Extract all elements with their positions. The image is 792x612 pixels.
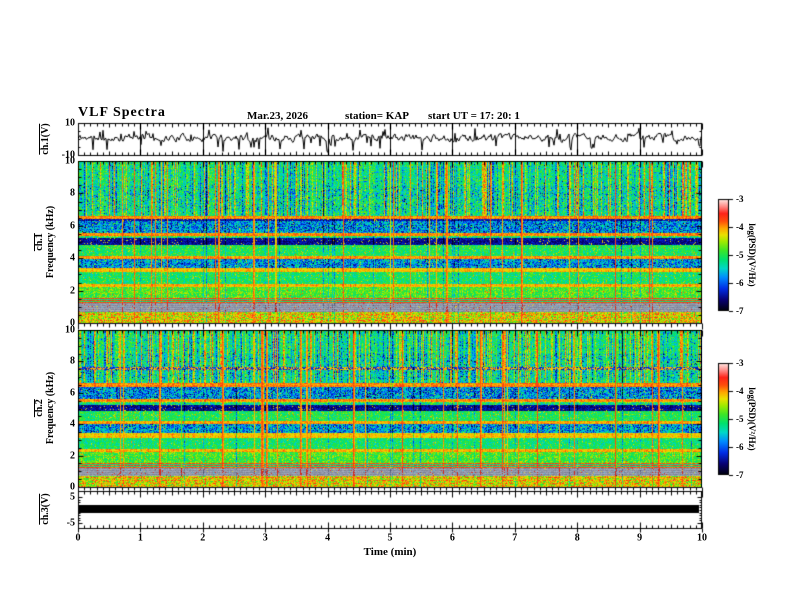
colorbar2-unit-label: log(PSD)(V²/Hz) <box>747 387 757 451</box>
colorbar-tick-label: -7 <box>736 306 744 316</box>
colorbar-tick-label: -5 <box>736 414 744 424</box>
ch2-freq-tick-label: 8 <box>70 355 75 367</box>
colorbar-tick-label: -6 <box>736 278 744 288</box>
ch3-volt-tick-label: -5 <box>66 517 75 529</box>
ch2-freq-tick-label: 4 <box>70 418 75 430</box>
ch1-volt-tick-label: -10 <box>61 149 75 161</box>
ch2-freq-tick-label: 2 <box>70 450 75 462</box>
time-axis-label: Time (min) <box>363 546 417 558</box>
colorbar-tick-label: -5 <box>736 250 744 260</box>
time-tick-label: 5 <box>387 532 393 544</box>
colorbar-tick-label: -3 <box>736 358 744 368</box>
ch1-voltage-axis-label: ch.1(V) <box>39 123 51 155</box>
time-tick-label: 1 <box>137 532 143 544</box>
ch3-voltage-axis-label: ch.3(V) <box>39 493 51 525</box>
ch3-volt-tick-label: 5 <box>70 491 75 503</box>
time-tick-label: 0 <box>75 532 81 544</box>
time-tick-label: 3 <box>262 532 268 544</box>
time-tick-label: 9 <box>637 532 643 544</box>
station-label: station= KAP <box>345 110 410 122</box>
colorbar-tick-label: -3 <box>736 194 744 204</box>
colorbar-tick-label: -4 <box>736 222 744 232</box>
ch1-freq-tick-label: 6 <box>70 220 75 232</box>
colorbar-tick-label: -7 <box>736 470 744 480</box>
colorbar-tick-label: -6 <box>736 442 744 452</box>
colorbar-tick-label: -4 <box>736 386 744 396</box>
ch2-freq-tick-label: 10 <box>65 324 75 336</box>
ch1-volt-tick-label: 10 <box>65 117 75 129</box>
start-ut-label: start UT = 17: 20: 1 <box>428 110 520 122</box>
time-tick-label: 7 <box>512 532 518 544</box>
ch2-frequency-axis-label: ch.2 Frequency (kHz) <box>34 371 56 445</box>
date-label: Mar.23, 2026 <box>247 110 309 122</box>
time-tick-label: 2 <box>200 532 206 544</box>
time-tick-label: 4 <box>325 532 331 544</box>
time-tick-label: 10 <box>697 532 707 544</box>
ch1-freq-tick-label: 10 <box>65 155 75 167</box>
ch1-freq-tick-label: 8 <box>70 187 75 199</box>
ch1-freq-tick-label: 4 <box>70 252 75 264</box>
time-tick-label: 8 <box>574 532 580 544</box>
ch2-freq-tick-label: 0 <box>70 481 75 493</box>
page-title: VLF Spectra <box>78 105 166 120</box>
time-tick-label: 6 <box>449 532 455 544</box>
ch2-freq-tick-label: 6 <box>70 387 75 399</box>
ch1-freq-tick-label: 0 <box>70 317 75 329</box>
ch1-frequency-axis-label: ch.1 Frequency (kHz) <box>34 205 56 279</box>
ch1-freq-tick-label: 2 <box>70 285 75 297</box>
colorbar1-unit-label: log(PSD)(V²/Hz) <box>747 223 757 287</box>
